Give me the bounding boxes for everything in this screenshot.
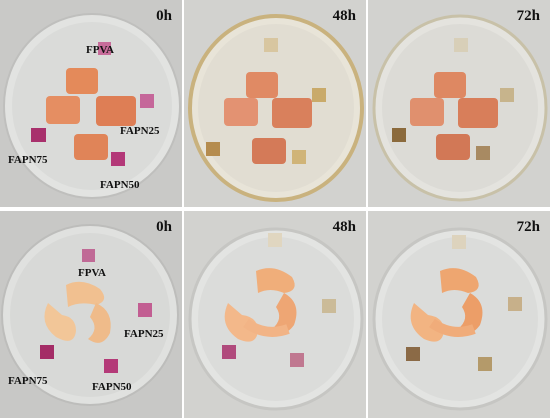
panel-salmon-48h: 48h [184, 0, 366, 207]
film-label-fapn25: FAPN25 [124, 328, 164, 340]
time-label: 0h [156, 219, 172, 235]
dish-image [184, 0, 366, 207]
panel-salmon-0h: 0h FPVA FAPN25 FAPN75 FAPN50 [0, 0, 182, 207]
dish-image [368, 211, 550, 418]
time-label: 72h [516, 8, 540, 24]
dish-image [0, 211, 182, 418]
film-label-fpva: FPVA [86, 44, 114, 56]
film-label-fapn50: FAPN50 [100, 179, 140, 191]
dish-image [184, 211, 366, 418]
time-label: 48h [332, 219, 356, 235]
film-label-fapn25: FAPN25 [120, 125, 160, 137]
panel-shrimp-0h: 0h FPVA FAPN25 FAPN75 FAPN50 [0, 211, 182, 418]
film-label-fapn75: FAPN75 [8, 154, 48, 166]
panel-salmon-72h: 72h [368, 0, 550, 207]
dish-image [368, 0, 550, 207]
film-label-fapn75: FAPN75 [8, 375, 48, 387]
panel-shrimp-48h: 48h [184, 211, 366, 418]
time-label: 0h [156, 8, 172, 24]
time-label: 72h [516, 219, 540, 235]
time-label: 48h [332, 8, 356, 24]
panel-shrimp-72h: 72h [368, 211, 550, 418]
film-label-fapn50: FAPN50 [92, 381, 132, 393]
dish-image [0, 0, 182, 207]
film-label-fpva: FPVA [78, 267, 106, 279]
